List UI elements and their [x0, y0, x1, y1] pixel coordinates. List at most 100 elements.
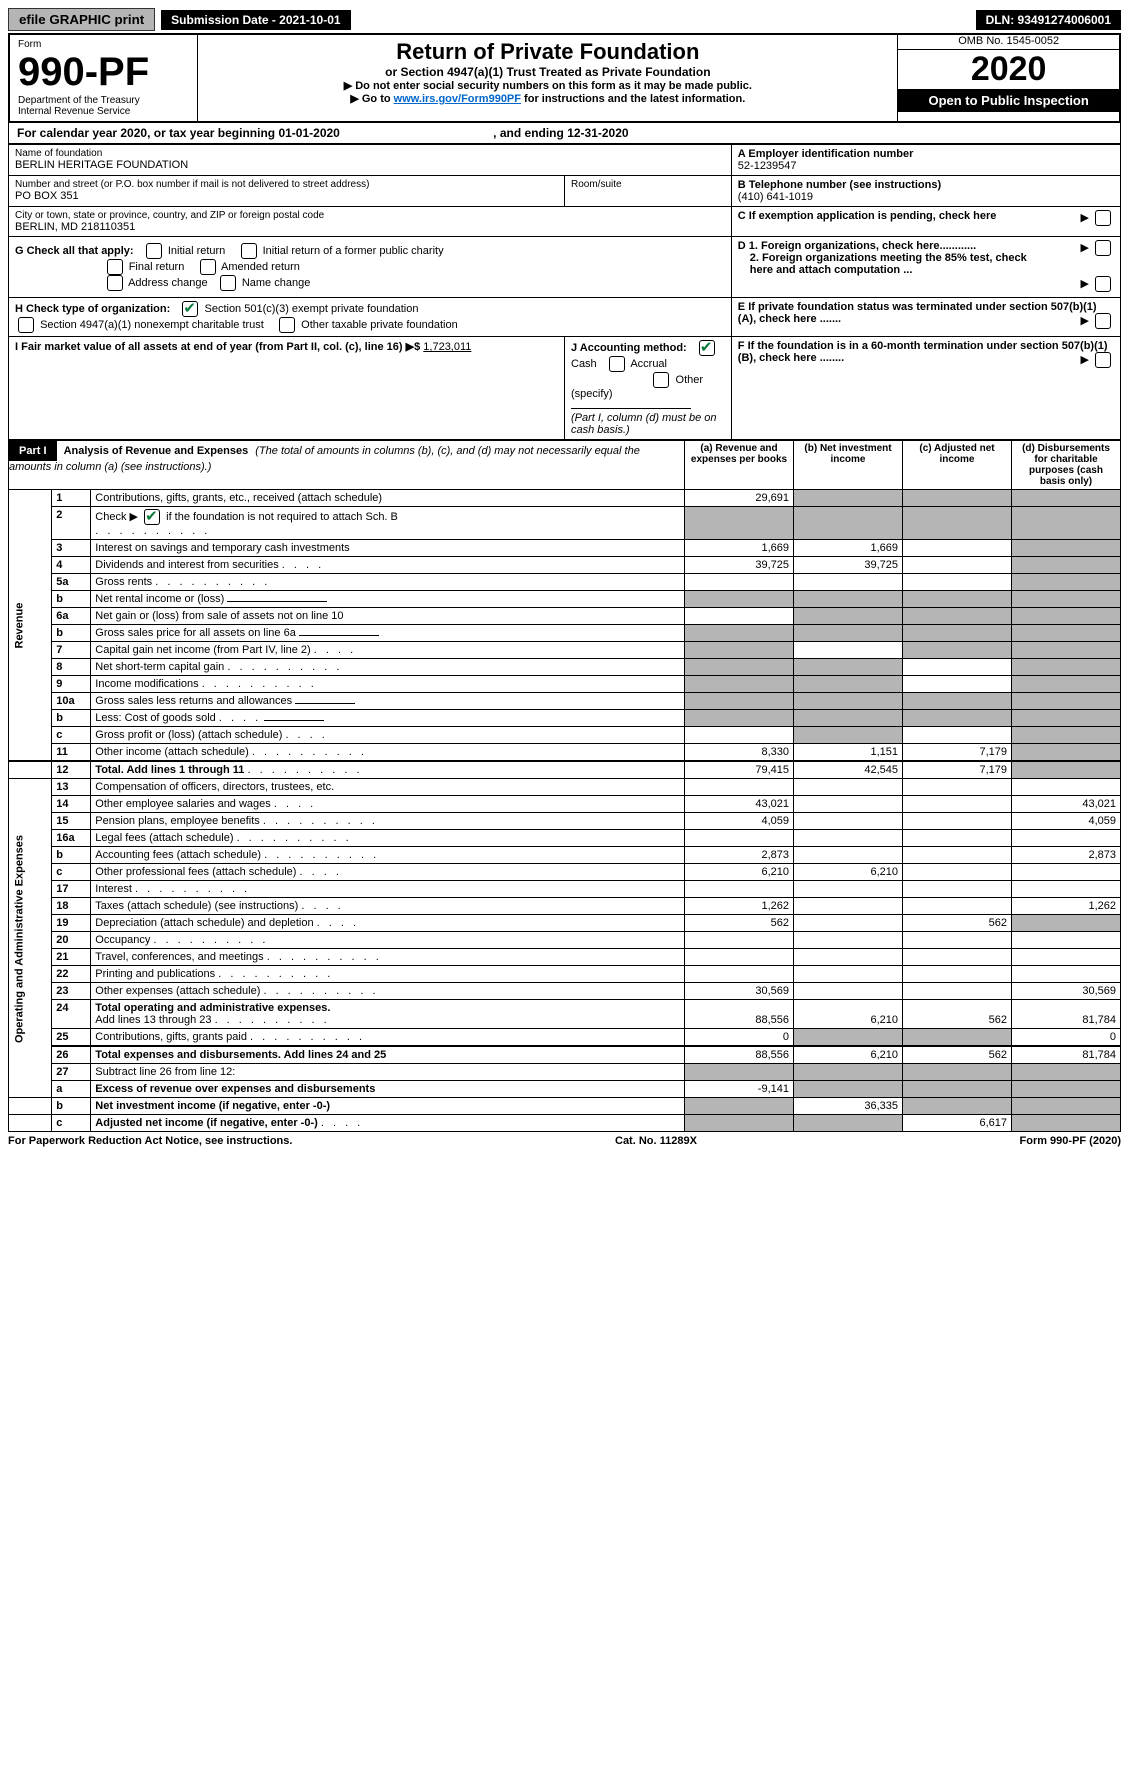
f-checkbox[interactable]: [1095, 352, 1111, 368]
i-label: I Fair market value of all assets at end…: [15, 341, 423, 353]
irs-link[interactable]: www.irs.gov/Form990PF: [394, 93, 521, 105]
calyear-begin: 01-01-2020: [278, 126, 339, 140]
g-label: G Check all that apply:: [15, 245, 134, 257]
row-2-checkbox[interactable]: [144, 509, 160, 525]
row-2-num: 2: [52, 507, 91, 540]
row-24-c: 562: [903, 1000, 1012, 1029]
addr-label: Number and street (or P.O. box number if…: [15, 179, 558, 190]
c-checkbox[interactable]: [1095, 210, 1111, 226]
row-4-desc: Dividends and interest from securities: [91, 557, 685, 574]
row-20-num: 20: [52, 932, 91, 949]
calyear-mid: , and ending: [490, 126, 567, 140]
note2-pre: ▶ Go to: [350, 93, 393, 105]
row-10a-desc: Gross sales less returns and allowances: [91, 693, 685, 710]
row-26-d: 81,784: [1012, 1046, 1121, 1064]
row-24-desc: Total operating and administrative expen…: [91, 1000, 685, 1029]
g-amended-label: Amended return: [221, 261, 300, 273]
row-15-num: 15: [52, 813, 91, 830]
tax-year: 2020: [898, 50, 1119, 89]
d2-checkbox[interactable]: [1095, 276, 1111, 292]
revenue-section-label: Revenue: [9, 490, 52, 762]
row-27c-num: c: [52, 1115, 91, 1132]
g-amended-checkbox[interactable]: [200, 259, 216, 275]
g-final-checkbox[interactable]: [107, 259, 123, 275]
foundation-name: BERLIN HERITAGE FOUNDATION: [15, 159, 725, 171]
phone-label: B Telephone number (see instructions): [738, 179, 1114, 191]
row-19-desc: Depreciation (attach schedule) and deple…: [91, 915, 685, 932]
row-14-desc: Other employee salaries and wages: [91, 796, 685, 813]
row-4-b: 39,725: [794, 557, 903, 574]
form-note-link: ▶ Go to www.irs.gov/Form990PF for instru…: [206, 92, 889, 105]
h-501-checkbox[interactable]: [182, 301, 198, 317]
city-value: BERLIN, MD 218110351: [15, 221, 725, 233]
row-16b-desc: Accounting fees (attach schedule): [91, 847, 685, 864]
form-title: Return of Private Foundation: [206, 39, 889, 65]
submission-date: Submission Date - 2021-10-01: [161, 10, 350, 30]
g-initial-former-label: Initial return of a former public charit…: [263, 245, 444, 257]
row-21-desc: Travel, conferences, and meetings: [91, 949, 685, 966]
row-23-num: 23: [52, 983, 91, 1000]
page-footer: For Paperwork Reduction Act Notice, see …: [8, 1132, 1121, 1147]
j-other-label: Other (specify): [571, 374, 703, 400]
row-3-a: 1,669: [685, 540, 794, 557]
j-cash-checkbox[interactable]: [699, 340, 715, 356]
row-16c-desc: Other professional fees (attach schedule…: [91, 864, 685, 881]
row-27a-num: a: [52, 1081, 91, 1098]
e-checkbox[interactable]: [1095, 313, 1111, 329]
g-address-checkbox[interactable]: [107, 275, 123, 291]
row-5a-num: 5a: [52, 574, 91, 591]
row-10b-num: b: [52, 710, 91, 727]
col-b-header: Net investment income: [820, 443, 892, 465]
efile-print-button[interactable]: efile GRAPHIC print: [8, 8, 155, 31]
row-2-desc: Check ▶ if the foundation is not require…: [91, 507, 685, 540]
top-bar: efile GRAPHIC print Submission Date - 20…: [8, 8, 1121, 31]
row-27c-c: 6,617: [903, 1115, 1012, 1132]
row-4-num: 4: [52, 557, 91, 574]
row-10b-desc: Less: Cost of goods sold: [91, 710, 685, 727]
g-initial-former-checkbox[interactable]: [241, 243, 257, 259]
row-18-d: 1,262: [1012, 898, 1121, 915]
row-13-desc: Compensation of officers, directors, tru…: [91, 779, 685, 796]
row-25-a: 0: [685, 1029, 794, 1047]
row-13-num: 13: [52, 779, 91, 796]
row-6b-desc: Gross sales price for all assets on line…: [91, 625, 685, 642]
row-26-a: 88,556: [685, 1046, 794, 1064]
row-9-desc: Income modifications: [91, 676, 685, 693]
row-26-c: 562: [903, 1046, 1012, 1064]
footer-mid: Cat. No. 11289X: [615, 1135, 697, 1147]
d1-label: D 1. Foreign organizations, check here..…: [738, 240, 976, 252]
row-3-num: 3: [52, 540, 91, 557]
row-16a-num: 16a: [52, 830, 91, 847]
footer-left: For Paperwork Reduction Act Notice, see …: [8, 1135, 292, 1147]
row-11-a: 8,330: [685, 744, 794, 762]
row-16b-a: 2,873: [685, 847, 794, 864]
g-name-label: Name change: [242, 277, 311, 289]
row-16c-b: 6,210: [794, 864, 903, 881]
calendar-year-line: For calendar year 2020, or tax year begi…: [8, 123, 1121, 144]
row-12-num: 12: [52, 761, 91, 779]
city-label: City or town, state or province, country…: [15, 210, 725, 221]
dln-label: DLN: 93491274006001: [976, 10, 1121, 30]
row-2-text: if the foundation is not required to att…: [166, 511, 398, 523]
row-15-desc: Pension plans, employee benefits: [91, 813, 685, 830]
g-address-label: Address change: [128, 277, 208, 289]
row-5b-num: b: [52, 591, 91, 608]
row-15-d: 4,059: [1012, 813, 1121, 830]
expenses-section-label: Operating and Administrative Expenses: [9, 779, 52, 1098]
h-4947-checkbox[interactable]: [18, 317, 34, 333]
row-16b-num: b: [52, 847, 91, 864]
row-22-desc: Printing and publications: [91, 966, 685, 983]
j-other-checkbox[interactable]: [653, 372, 669, 388]
h-other-checkbox[interactable]: [279, 317, 295, 333]
g-name-checkbox[interactable]: [220, 275, 236, 291]
note2-post: for instructions and the latest informat…: [521, 93, 745, 105]
j-accrual-checkbox[interactable]: [609, 356, 625, 372]
g-initial-checkbox[interactable]: [146, 243, 162, 259]
row-14-d: 43,021: [1012, 796, 1121, 813]
d1-checkbox[interactable]: [1095, 240, 1111, 256]
row-26-num: 26: [52, 1046, 91, 1064]
row-27c-desc: Adjusted net income (if negative, enter …: [91, 1115, 685, 1132]
analysis-table: Part I Analysis of Revenue and Expenses …: [8, 440, 1121, 1132]
row-5a-desc: Gross rents: [91, 574, 685, 591]
row-27b-num: b: [52, 1098, 91, 1115]
